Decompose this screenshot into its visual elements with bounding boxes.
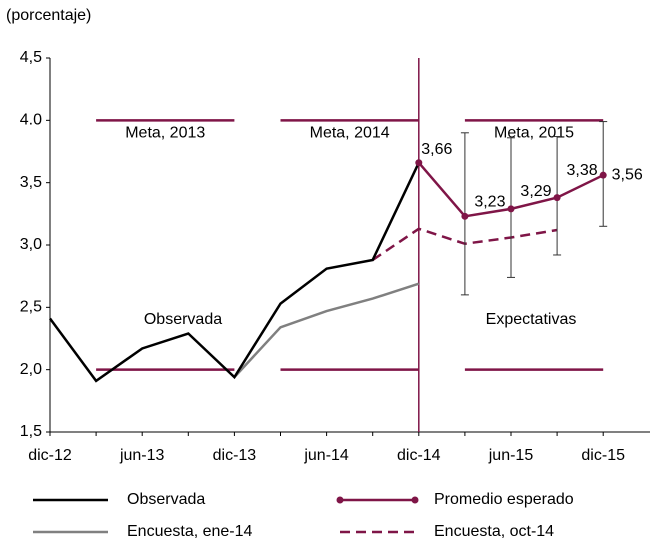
value-label: 3,66 — [421, 141, 452, 158]
y-tick-label: 2,0 — [20, 361, 42, 378]
x-tick-label: dic-13 — [213, 447, 257, 464]
value-label: 3,29 — [520, 183, 551, 200]
y-tick-label: 4,5 — [20, 49, 42, 66]
x-tick-label: jun-15 — [488, 447, 534, 464]
legend-marker — [411, 496, 419, 504]
legend-marker — [336, 496, 344, 504]
value-label: 3,38 — [567, 162, 598, 179]
series-marker — [415, 159, 423, 167]
annotation: Expectativas — [486, 311, 577, 328]
x-tick-label: jun-13 — [119, 447, 165, 464]
y-tick-label: 2,5 — [20, 299, 42, 316]
annotation: Observada — [144, 311, 222, 328]
y-tick-label: 1,5 — [20, 423, 42, 440]
value-label: 3,56 — [612, 166, 643, 183]
series-line — [233, 282, 420, 378]
series-marker — [553, 194, 561, 202]
series-line — [48, 162, 420, 383]
y-unit: (porcentaje) — [6, 7, 91, 24]
x-tick-label: dic-15 — [581, 447, 625, 464]
target-label: Meta, 2014 — [310, 125, 390, 142]
series-marker — [507, 205, 515, 213]
legend-label: Promedio esperado — [434, 491, 574, 508]
legend-label: Observada — [127, 491, 205, 508]
y-tick-label: 4.0 — [20, 112, 42, 129]
x-tick-label: dic-14 — [397, 447, 441, 464]
x-tick-label: dic-12 — [28, 447, 72, 464]
target-label: Meta, 2013 — [125, 125, 205, 142]
legend-label: Encuesta, oct-14 — [434, 523, 554, 540]
series-marker — [599, 171, 607, 179]
legend-label: Encuesta, ene-14 — [127, 523, 253, 540]
x-tick-label: jun-14 — [303, 447, 349, 464]
y-tick-label: 3,0 — [20, 236, 42, 253]
target-label: Meta, 2015 — [494, 125, 574, 142]
y-tick-label: 3,5 — [20, 174, 42, 191]
series-marker — [461, 212, 469, 220]
value-label: 3,23 — [474, 194, 505, 211]
